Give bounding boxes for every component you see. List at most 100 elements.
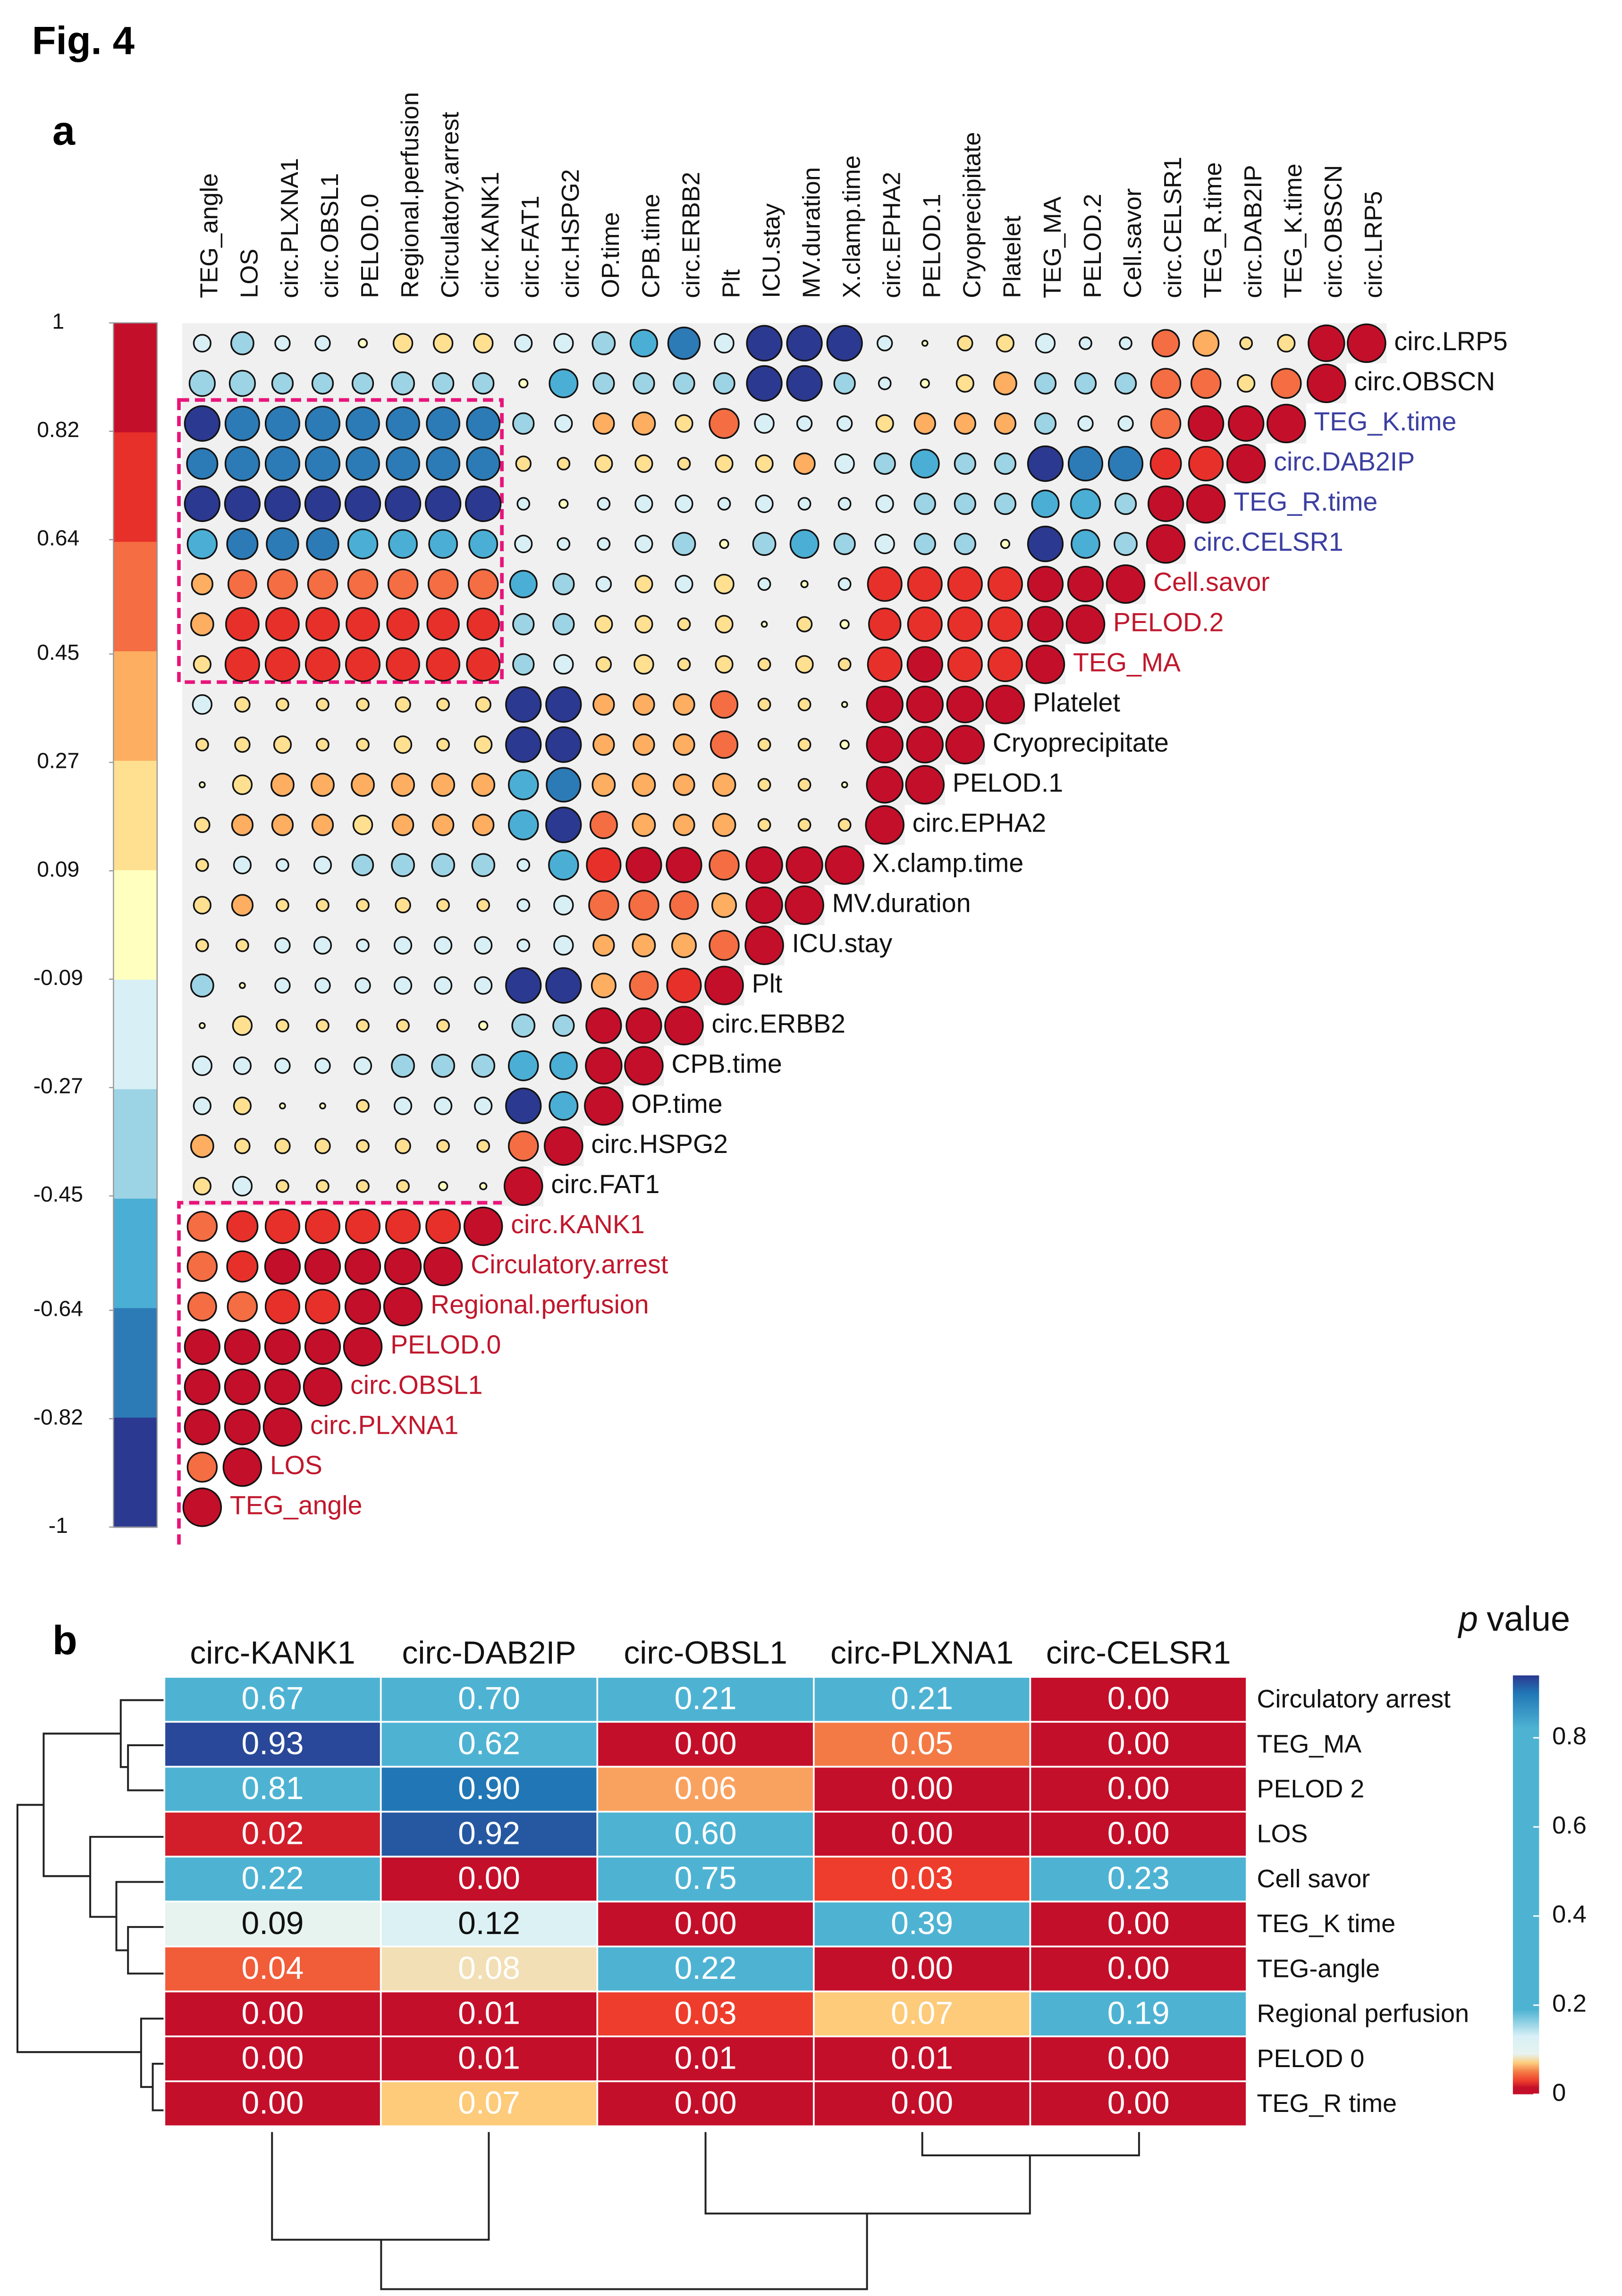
row-label: MV.duration — [832, 889, 971, 918]
cell-value: 0.01 — [458, 1995, 520, 2031]
heatmap-cell — [596, 1901, 815, 1948]
correlation-circle — [673, 372, 695, 395]
correlation-circle — [866, 726, 904, 764]
correlation-circle — [356, 1018, 370, 1033]
column-label: circ.PLXNA1 — [276, 158, 304, 298]
correlation-circle — [195, 938, 209, 952]
row-label: circ.DAB2IP — [1274, 447, 1415, 476]
panel-background — [182, 724, 985, 765]
correlation-circle — [184, 405, 220, 442]
correlation-circle — [516, 938, 531, 952]
correlation-circle — [544, 1126, 583, 1166]
cell-value: 0.90 — [458, 1771, 520, 1806]
correlation-circle — [508, 1130, 539, 1162]
column-label: Cryoprecipitate — [959, 132, 986, 298]
correlation-circle — [190, 1134, 214, 1158]
correlation-circle — [193, 655, 211, 674]
correlation-circle — [1114, 532, 1138, 556]
correlation-circle — [1027, 565, 1064, 603]
correlation-circle — [955, 374, 974, 393]
cell-value: 0.09 — [242, 1906, 304, 1941]
correlation-circle — [225, 607, 260, 642]
correlation-circle — [352, 815, 373, 835]
correlation-circle — [634, 615, 653, 634]
correlation-circle — [1067, 565, 1104, 603]
row-label: circ.EPHA2 — [912, 808, 1047, 838]
correlation-circle — [632, 933, 656, 958]
row-label: Regional.perfusion — [431, 1290, 649, 1319]
correlation-circle — [866, 686, 904, 723]
correlation-circle — [673, 814, 695, 836]
colorbar-frame — [113, 322, 158, 1528]
correlation-circle — [466, 446, 501, 481]
correlation-circle — [474, 1096, 493, 1115]
cell-value: 0.22 — [675, 1951, 737, 1986]
correlation-circle — [313, 856, 332, 875]
correlation-circle — [1267, 404, 1306, 444]
correlation-circle — [345, 647, 381, 682]
correlation-circle — [512, 412, 535, 435]
correlation-circle — [624, 1046, 664, 1085]
cell-value: 0.02 — [242, 1816, 304, 1851]
correlation-circle — [514, 534, 533, 554]
panel-label: a — [52, 108, 76, 153]
correlation-circle — [276, 898, 289, 912]
correlation-circle — [789, 529, 819, 559]
row-label: circ.KANK1 — [511, 1210, 644, 1239]
cell-value: 0.00 — [675, 1726, 737, 1761]
colorbar-tick-label: -0.27 — [34, 1074, 83, 1098]
correlation-circle — [837, 657, 852, 672]
row-label: circ.PLXNA1 — [310, 1410, 458, 1439]
correlation-circle — [715, 615, 734, 634]
correlation-circle — [704, 966, 744, 1005]
correlation-circle — [393, 936, 413, 955]
column-label: circ.KANK1 — [477, 172, 504, 298]
correlation-circle — [423, 1246, 463, 1287]
cell-value: 0.00 — [1107, 1906, 1170, 1941]
correlation-circle — [346, 446, 380, 481]
correlation-circle — [592, 372, 615, 395]
correlation-circle — [232, 1015, 253, 1036]
correlation-circle — [186, 1251, 218, 1282]
correlation-circle — [1307, 363, 1346, 404]
correlation-circle — [993, 371, 1017, 395]
correlation-circle — [274, 1058, 291, 1074]
panel-background — [182, 1045, 664, 1086]
correlation-circle — [545, 967, 582, 1004]
column-label: circ.EPHA2 — [879, 172, 906, 298]
cell-value: 0.93 — [242, 1726, 304, 1761]
correlation-circle — [471, 773, 496, 797]
correlation-circle — [557, 537, 571, 551]
heatmap-cell — [813, 1810, 1031, 1858]
correlation-circle — [634, 494, 653, 513]
correlation-circle — [425, 1208, 461, 1244]
correlation-circle — [384, 485, 422, 522]
correlation-circle — [906, 646, 943, 683]
column-label: circ.CELSR1 — [1159, 157, 1187, 298]
heatmap-cell — [380, 1676, 599, 1723]
correlation-circle — [797, 497, 811, 511]
heatmap-cell — [813, 2080, 1031, 2128]
correlation-circle — [472, 814, 495, 836]
correlation-circle — [303, 1367, 343, 1407]
correlation-circle — [592, 733, 615, 756]
correlation-circle — [548, 849, 579, 881]
correlation-circle — [549, 1051, 578, 1080]
correlation-circle — [671, 933, 697, 959]
correlation-circle — [954, 452, 976, 475]
correlation-circle — [186, 447, 219, 480]
correlation-circle — [184, 485, 220, 522]
correlation-circle — [594, 615, 613, 634]
correlation-circle — [746, 365, 783, 402]
correlation-circle — [664, 1006, 704, 1045]
colorbar-tick-label: 1 — [52, 309, 64, 333]
correlation-circle — [757, 577, 771, 591]
correlation-circle — [436, 738, 450, 752]
row-label: circ.OBSL1 — [350, 1370, 482, 1399]
correlation-circle — [224, 1328, 261, 1365]
cell-value: 0.05 — [891, 1726, 953, 1761]
correlation-circle — [841, 781, 848, 789]
row-label: PELOD.1 — [953, 768, 1063, 798]
correlation-circle — [865, 805, 904, 845]
